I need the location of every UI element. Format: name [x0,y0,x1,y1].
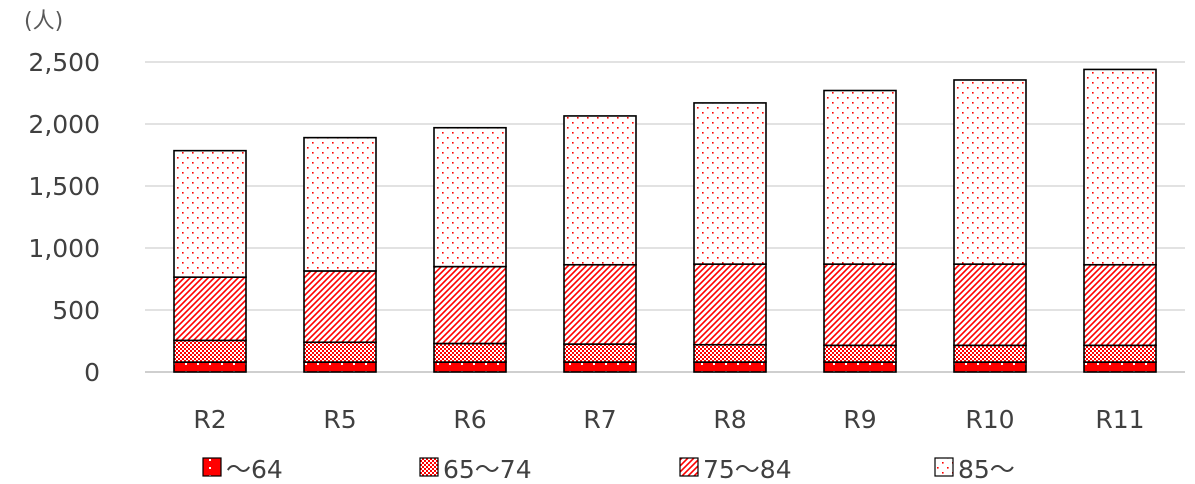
bar-segment [433,265,507,345]
y-tick-label: 1,000 [28,234,100,263]
legend-label: 65～74 [443,455,532,484]
y-tick-label: 2,000 [28,110,100,139]
bar-segment [563,361,637,373]
x-tick-label: R2 [193,405,226,434]
bar-segment [173,339,247,363]
bar-segment [953,79,1027,265]
legend-swatch [202,457,222,477]
x-tick-label: R10 [965,405,1014,434]
x-tick-label: R8 [713,405,746,434]
legend-swatch [419,457,439,477]
bar-segment [823,263,897,347]
bar-segment [1083,344,1157,363]
bars [173,68,1157,373]
bar-segment [693,263,767,346]
y-axis-tick-labels: 0 500 1,000 1,500 2,000 2,500 [28,48,100,387]
bar-stack [953,79,1027,373]
bar-segment [173,149,247,278]
bar-stack [823,89,897,373]
bar-segment [693,361,767,373]
bar-segment [693,102,767,265]
bar-segment [823,361,897,373]
bar-segment [303,361,377,373]
legend-label: 75～84 [703,455,792,484]
legend-label: ～64 [226,455,283,484]
bar-segment [953,361,1027,373]
legend: ～64 65～74 75～84 85～ [202,455,1015,484]
x-tick-label: R11 [1095,405,1144,434]
bar-segment [823,344,897,363]
bar-segment [173,361,247,373]
x-tick-label: R9 [843,405,876,434]
bar-segment [953,263,1027,347]
y-tick-label: 0 [84,358,100,387]
x-tick-label: R5 [323,405,356,434]
bar-segment [303,341,377,363]
bar-segment [953,344,1027,363]
y-tick-label: 2,500 [28,48,100,77]
bar-segment [1083,68,1157,266]
y-tick-label: 500 [52,296,100,325]
bar-segment [823,89,897,265]
y-unit-label: (人) [24,9,63,34]
bar-segment [173,276,247,342]
bar-segment [563,343,637,363]
bar-stack [693,102,767,373]
gridlines [145,61,1185,373]
bar-segment [433,361,507,373]
bar-stack [173,149,247,373]
x-axis-tick-labels: R2 R5 R6 R7 R8 R9 R10 R11 [193,405,1144,434]
bar-segment [563,115,637,266]
x-tick-label: R6 [453,405,486,434]
y-tick-label: 1,500 [28,172,100,201]
bar-segment [433,126,507,268]
bar-stack [303,136,377,373]
legend-label: 85～ [958,455,1015,484]
bar-segment [693,343,767,363]
bar-segment [433,342,507,363]
bar-stack [563,115,637,373]
x-tick-label: R7 [583,405,616,434]
bar-segment [303,270,377,344]
bar-segment [303,136,377,272]
bar-segment [1083,361,1157,373]
bar-stack [1083,68,1157,373]
bar-stack [433,126,507,373]
bar-segment [563,263,637,345]
legend-swatch [679,457,699,477]
bar-segment [1083,263,1157,347]
legend-swatch [934,457,954,477]
